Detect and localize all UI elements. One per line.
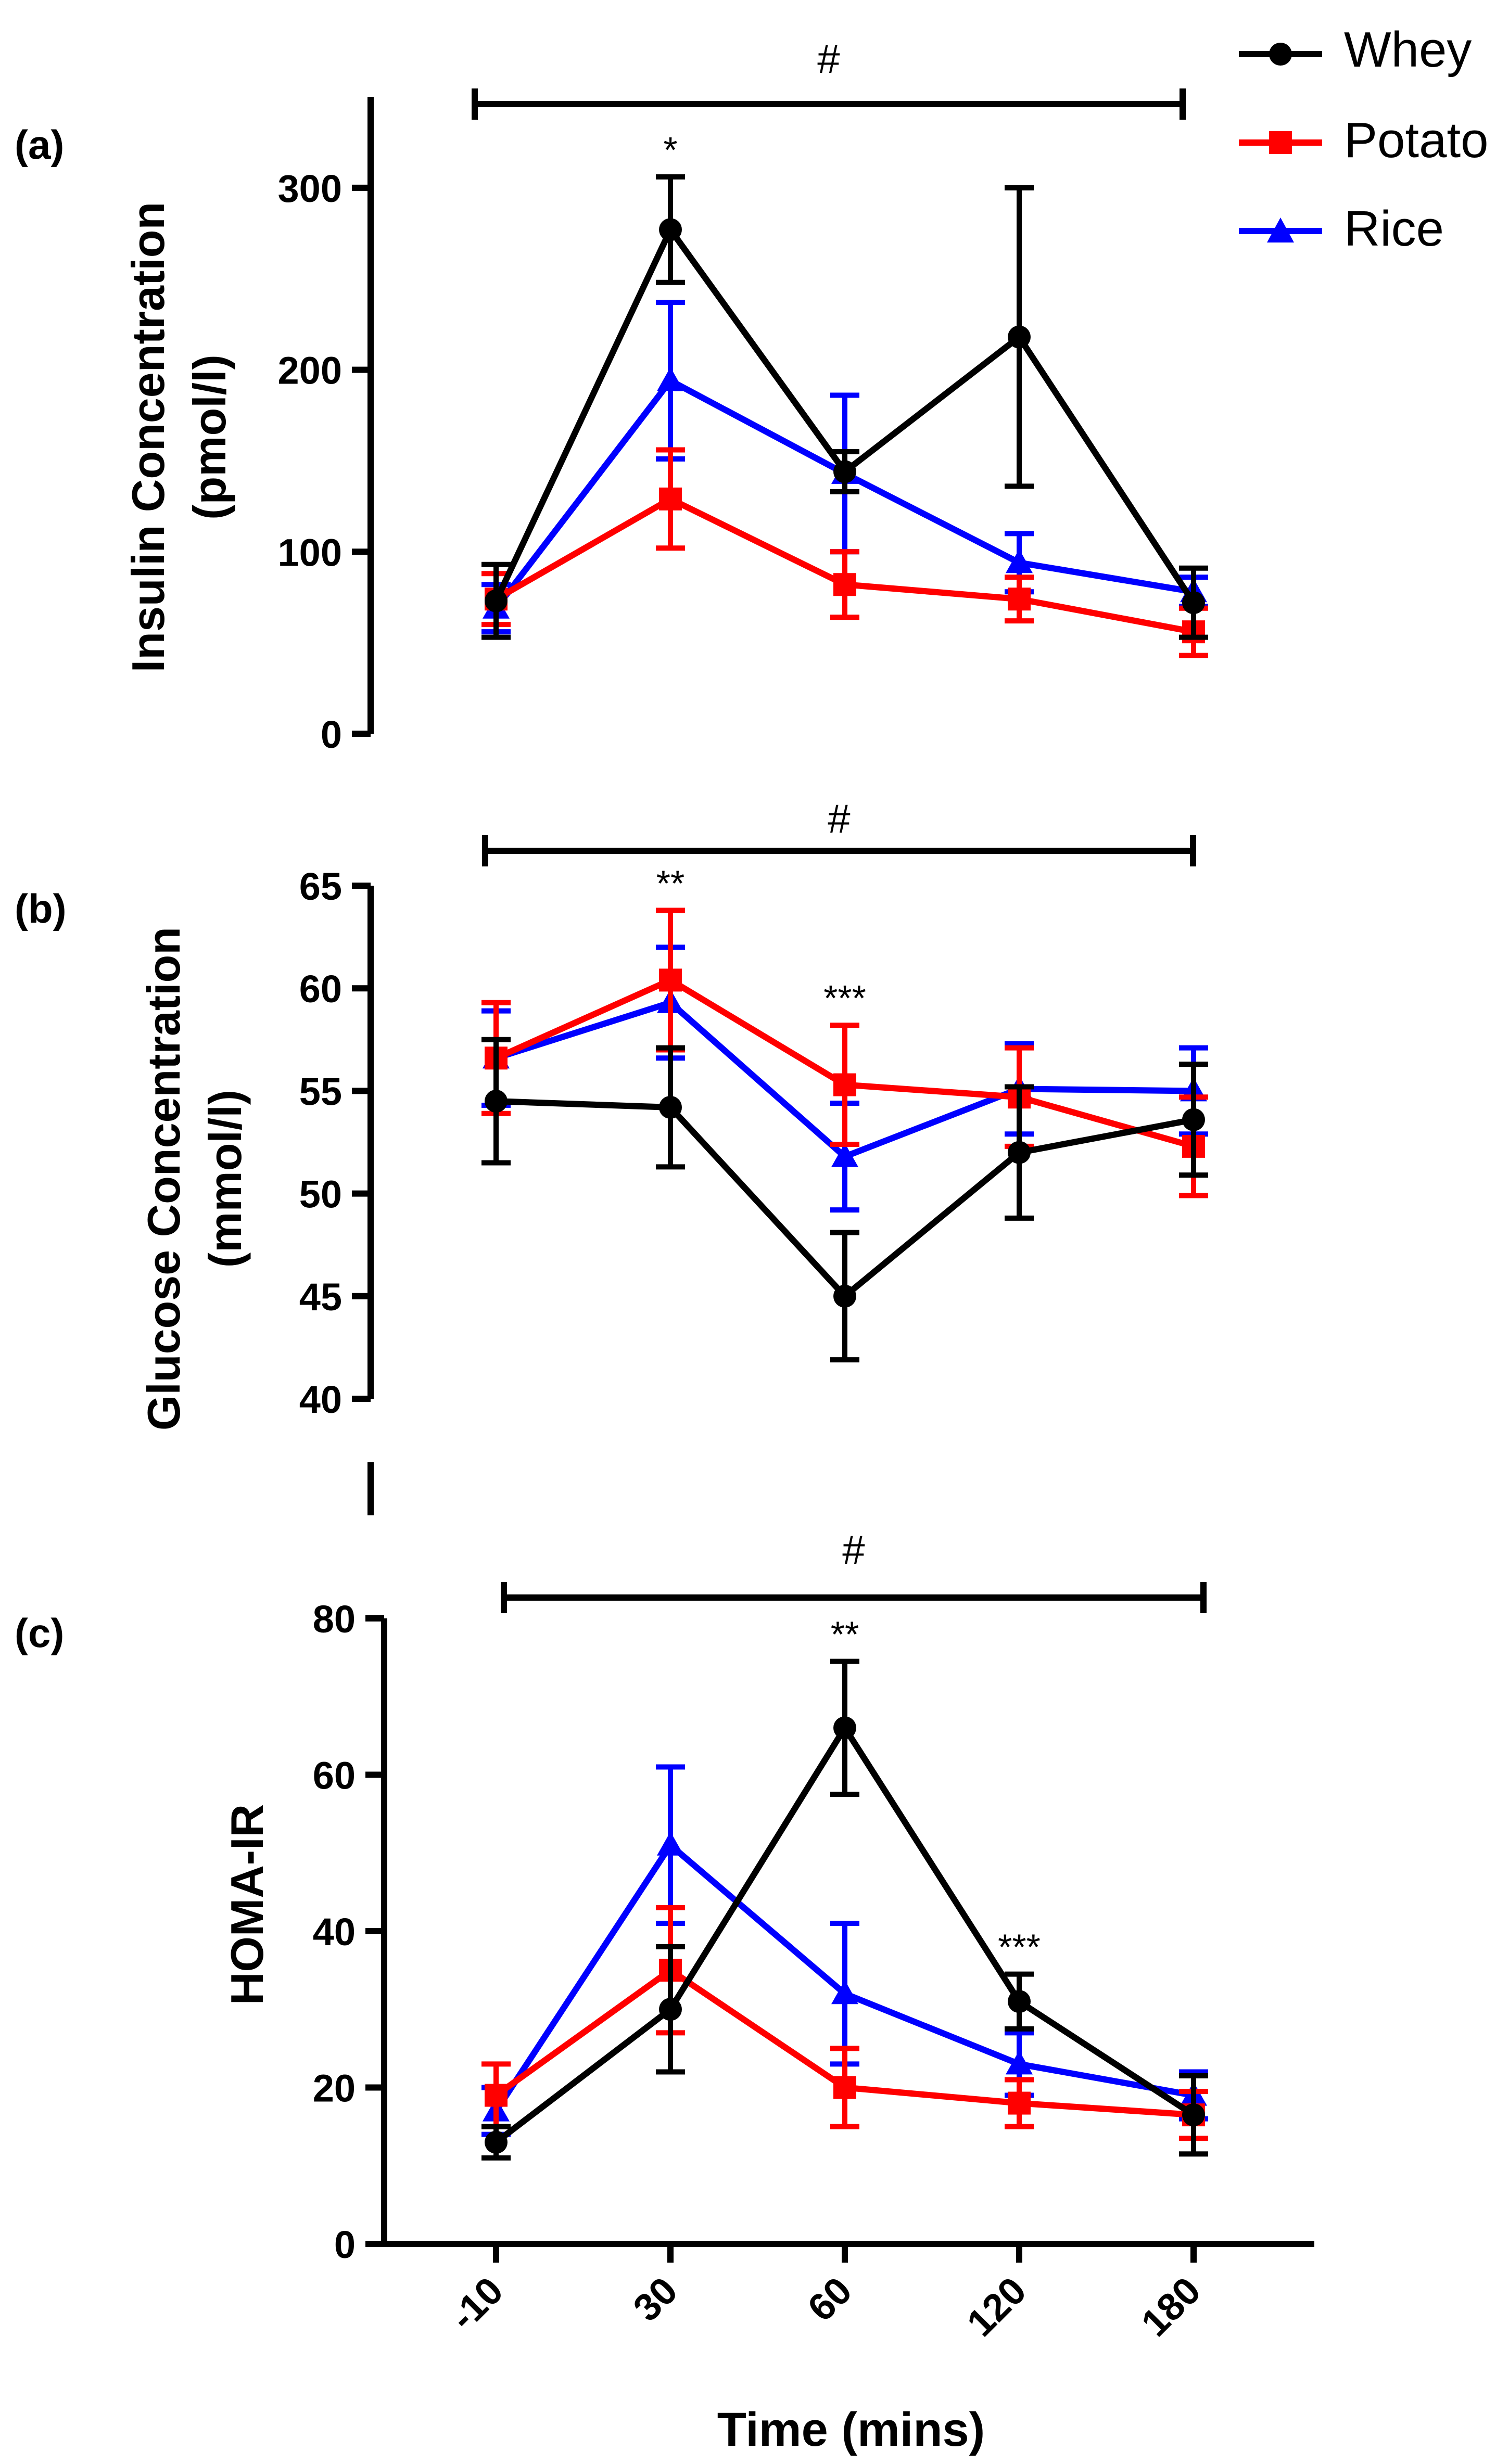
point-whey-a-2	[833, 460, 856, 483]
point-whey-b-1	[659, 1095, 682, 1119]
point-rice-c-1	[657, 1831, 684, 1856]
series-potato-c	[481, 1905, 1208, 2141]
y-tick-label-b-40: 40	[299, 1378, 342, 1421]
point-whey-c-2	[833, 1716, 856, 1740]
y-axis-label-b-line1: Glucose Concentration	[138, 927, 189, 1431]
point-rice-a-3	[1006, 549, 1033, 573]
y-axis-label-c: HOMA-IR	[221, 1804, 273, 2005]
point-rice-c-3	[1006, 2050, 1033, 2075]
point-whey-b-3	[1008, 1141, 1031, 1164]
annotation-a-0: *	[663, 130, 677, 170]
y-tick-label-c-60: 60	[313, 1754, 356, 1797]
x-tick-label-120: 120	[958, 2269, 1034, 2345]
y-tick-label-b-55: 55	[299, 1070, 342, 1113]
panel-label-b: (b)	[15, 886, 67, 931]
point-whey-c-1	[659, 1998, 682, 2021]
y-tick-label-a-200: 200	[278, 349, 342, 392]
significance-label-a: #	[817, 36, 840, 82]
y-axis-label-a: Insulin Concentration (pmol/l)	[122, 202, 235, 672]
annotation-b-0: **	[656, 863, 684, 903]
point-whey-c-4	[1182, 2103, 1205, 2127]
y-tick-label-c-80: 80	[313, 1598, 356, 1641]
x-tick-label--10: -10	[441, 2269, 511, 2339]
legend-label-whey: Whey	[1344, 22, 1472, 78]
series-whey-b	[481, 1037, 1208, 1363]
point-whey-a-4	[1182, 591, 1205, 615]
annotation-c-0: **	[831, 1614, 859, 1655]
legend-marker-whey	[1269, 43, 1292, 66]
point-potato-b-1	[659, 968, 682, 992]
point-rice-a-1	[657, 367, 684, 391]
legend-marker-rice	[1267, 218, 1294, 242]
significance-label-c: #	[842, 1527, 865, 1573]
y-axis-label-b-line2: (mmol/l)	[199, 1090, 251, 1268]
series-whey-a	[481, 174, 1208, 640]
point-whey-b-4	[1182, 1108, 1205, 1131]
point-potato-c-0	[485, 2084, 508, 2107]
panel-label-a: (a)	[15, 122, 64, 168]
point-whey-a-3	[1008, 325, 1031, 349]
point-potato-a-2	[833, 573, 856, 596]
point-potato-b-2	[833, 1073, 856, 1096]
y-tick-label-b-45: 45	[299, 1275, 342, 1319]
significance-label-b: #	[828, 796, 850, 841]
legend-marker-potato	[1269, 131, 1292, 154]
annotation-b-1: ***	[823, 978, 866, 1018]
point-whey-a-0	[485, 589, 508, 612]
panel-b: (b) Glucose Concentration (mmol/l) 40 45 5…	[15, 796, 1208, 1515]
x-tick-label-30: 30	[625, 2269, 686, 2330]
point-potato-a-1	[659, 487, 682, 510]
panel-a: (a) Insulin Concentration (pmol/l) 0 100 2…	[15, 36, 1208, 756]
plot-area-a: 0 100 200 300 # *	[278, 36, 1208, 756]
y-tick-label-a-300: 300	[278, 167, 342, 210]
point-whey-b-2	[833, 1284, 856, 1308]
legend-entry-whey: Whey	[1239, 22, 1472, 78]
point-potato-c-3	[1008, 2091, 1031, 2115]
point-whey-c-0	[485, 2130, 508, 2154]
legend-label-rice: Rice	[1344, 201, 1444, 257]
point-whey-a-1	[659, 218, 682, 241]
legend-label-potato: Potato	[1344, 112, 1489, 168]
point-potato-c-2	[833, 2076, 856, 2099]
y-axis-label-a-line2: (pmol/l)	[184, 354, 235, 520]
y-axis-label-c-line1: HOMA-IR	[221, 1804, 273, 2005]
y-tick-label-b-60: 60	[299, 967, 342, 1011]
point-rice-b-2	[831, 1143, 858, 1167]
point-rice-c-2	[831, 1980, 858, 2005]
y-tick-label-b-65: 65	[299, 865, 342, 908]
legend-entry-rice: Rice	[1239, 201, 1444, 257]
y-axis-label-b: Glucose Concentration (mmol/l)	[138, 927, 251, 1431]
y-tick-label-c-0: 0	[334, 2223, 356, 2266]
x-tick-label-180: 180	[1133, 2269, 1209, 2345]
y-tick-label-a-100: 100	[278, 531, 342, 574]
point-potato-a-3	[1008, 588, 1031, 611]
x-tick-label-60: 60	[799, 2269, 860, 2330]
point-whey-b-0	[485, 1090, 508, 1113]
y-axis-label-a-line1: Insulin Concentration	[122, 202, 174, 672]
x-axis-title: Time (mins)	[717, 2403, 985, 2456]
y-tick-label-c-40: 40	[313, 1910, 356, 1954]
series-whey-c	[481, 1658, 1208, 2161]
legend: Whey Potato Rice	[1239, 22, 1489, 257]
annotation-c-1: ***	[998, 1927, 1041, 1968]
y-tick-label-a-0: 0	[321, 713, 342, 756]
y-tick-label-c-20: 20	[313, 2067, 356, 2110]
y-tick-label-b-50: 50	[299, 1173, 342, 1216]
point-whey-c-3	[1008, 1990, 1031, 2013]
panel-label-c: (c)	[15, 1610, 64, 1656]
legend-entry-potato: Potato	[1239, 112, 1489, 168]
